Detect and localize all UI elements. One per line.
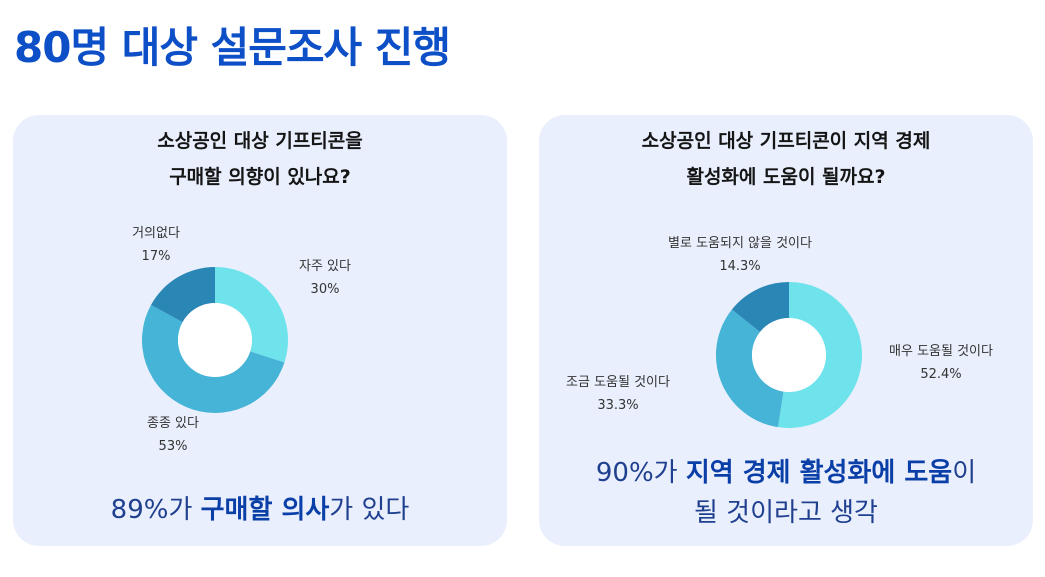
summary-line-1: 90%가 지역 경제 활성화에 도움이 — [539, 453, 1033, 493]
chart-question: 소상공인 대상 기프티콘을 구매할 의향이 있나요? — [13, 123, 507, 195]
donut-hole — [178, 303, 252, 377]
donut-hole — [752, 318, 826, 392]
chart-summary: 90%가 지역 경제 활성화에 도움이 될 것이라고 생각 — [539, 453, 1033, 533]
donut-slice — [151, 267, 215, 323]
summary-post: 가 있다 — [329, 495, 410, 525]
donut-slice — [778, 282, 863, 428]
slice-value-label: 33.3% — [597, 398, 638, 413]
slice-value-label: 30% — [311, 282, 340, 297]
slice-category-label: 조금 도움될 것이다 — [566, 375, 670, 390]
summary-highlight: 구매할 의사 — [200, 495, 330, 525]
slice-value-label: 17% — [142, 249, 171, 264]
donut-chart-local-economy: 매우 도움될 것이다 52.4% 조금 도움될 것이다 33.3% 별로 도움되지 않을… — [566, 236, 993, 428]
donut-slice — [141, 304, 285, 414]
page-title: 80명 대상 설문조사 진행 — [14, 23, 451, 72]
summary-pre: 90%가 — [595, 458, 686, 488]
chart-question: 소상공인 대상 기프티콘이 지역 경제 활성화에 도움이 될까요? — [539, 123, 1033, 195]
question-line-2: 활성화에 도움이 될까요? — [686, 166, 886, 188]
slice-category-label: 거의없다 — [132, 226, 180, 241]
summary-pre: 89%가 — [110, 495, 201, 525]
summary-line-2: 될 것이라고 생각 — [694, 498, 878, 528]
slice-value-label: 52.4% — [920, 367, 961, 382]
slice-category-label: 별로 도움되지 않을 것이다 — [668, 236, 812, 251]
question-line-1: 소상공인 대상 기프티콘을 — [157, 130, 363, 152]
donut-slice — [215, 267, 288, 363]
donut-slice — [716, 309, 784, 428]
slice-category-label: 종종 있다 — [147, 416, 199, 431]
slice-value-label: 53% — [159, 439, 188, 454]
question-line-2: 구매할 의향이 있나요? — [169, 166, 351, 188]
chart-summary: 89%가 구매할 의사가 있다 — [13, 490, 507, 530]
survey-card-local-economy: 소상공인 대상 기프티콘이 지역 경제 활성화에 도움이 될까요? 매우 도움될… — [539, 115, 1033, 546]
slice-value-label: 14.3% — [719, 259, 760, 274]
donut-chart-purchase-intent: 자주 있다 30% 종종 있다 53% 거의없다 17% — [132, 226, 351, 454]
summary-post: 이 — [952, 458, 977, 488]
summary-highlight: 지역 경제 활성화에 도움 — [685, 458, 953, 488]
slice-category-label: 자주 있다 — [299, 259, 351, 274]
question-line-1: 소상공인 대상 기프티콘이 지역 경제 — [641, 130, 931, 152]
survey-card-purchase-intent: 소상공인 대상 기프티콘을 구매할 의향이 있나요? 자주 있다 30% 종종 있다… — [13, 115, 507, 546]
slice-category-label: 매우 도움될 것이다 — [889, 344, 993, 359]
donut-slice — [731, 282, 789, 332]
